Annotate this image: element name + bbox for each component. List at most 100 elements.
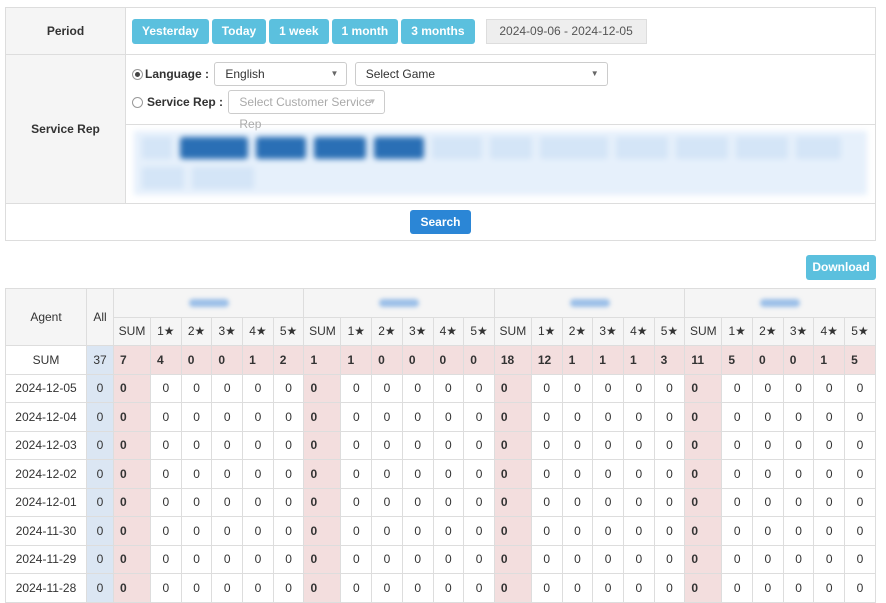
group-sum-cell: 0 xyxy=(684,487,723,517)
agent-chip[interactable] xyxy=(256,137,306,159)
all-cell: 0 xyxy=(86,573,114,603)
sub-header: SUM xyxy=(303,316,342,346)
agent-chip[interactable] xyxy=(142,167,184,189)
agent-chip[interactable] xyxy=(616,137,668,159)
table-row: 2024-12-01 0 0 0 0 0 0 0 0 0 0 0 0 0 0 0 0 0 0 0 0 0 0 0 0 0 xyxy=(5,487,876,517)
star-count-cell: 0 xyxy=(371,487,403,517)
agent-chip[interactable] xyxy=(192,167,254,189)
sub-header: 1★ xyxy=(530,316,563,346)
agent-chip[interactable] xyxy=(736,137,788,159)
sub-header: 2★ xyxy=(561,316,594,346)
star-count-cell: 0 xyxy=(813,459,846,489)
sum-cell: 4 xyxy=(150,345,182,375)
date-cell: 2024-12-04 xyxy=(5,402,87,432)
star-count-cell: 0 xyxy=(844,402,876,432)
agent-chip[interactable] xyxy=(432,137,482,159)
group-sum-cell: 0 xyxy=(113,544,151,574)
star-count-cell: 0 xyxy=(592,459,624,489)
date-cell: 2024-12-05 xyxy=(5,373,87,403)
star-count-cell: 0 xyxy=(530,573,563,603)
star-count-cell: 0 xyxy=(340,430,373,460)
sum-cell: 18 xyxy=(493,345,532,375)
star-count-cell: 0 xyxy=(752,459,784,489)
sum-cell: 1 xyxy=(592,345,624,375)
star-count-cell: 0 xyxy=(463,573,495,603)
sum-cell: 0 xyxy=(782,345,815,375)
sum-cell: 7 xyxy=(113,345,151,375)
language-select[interactable]: English ▼ xyxy=(214,62,348,86)
agent-chip[interactable] xyxy=(180,137,248,159)
star-count-cell: 0 xyxy=(622,516,655,546)
star-count-cell: 0 xyxy=(463,544,495,574)
star-count-cell: 0 xyxy=(401,402,434,432)
star-count-cell: 0 xyxy=(242,373,274,403)
sub-header: 1★ xyxy=(340,316,373,346)
table-row: 2024-12-04 0 0 0 0 0 0 0 0 0 0 0 0 0 0 0 0 0 0 0 0 0 0 0 0 0 xyxy=(5,402,876,432)
star-count-cell: 0 xyxy=(401,487,434,517)
period-label: Period xyxy=(5,7,126,55)
star-count-cell: 0 xyxy=(530,430,563,460)
group-sum-cell: 0 xyxy=(684,516,723,546)
agent-chip[interactable] xyxy=(374,137,424,159)
star-count-cell: 0 xyxy=(211,373,244,403)
star-count-cell: 0 xyxy=(401,573,434,603)
agent-chip[interactable] xyxy=(540,137,608,159)
sub-header: SUM xyxy=(493,316,532,346)
search-button[interactable]: Search xyxy=(410,210,471,234)
sub-header: SUM xyxy=(113,316,151,346)
language-radio[interactable] xyxy=(132,68,143,80)
agent-chip[interactable] xyxy=(142,137,172,159)
star-count-cell: 0 xyxy=(592,544,624,574)
star-count-cell: 0 xyxy=(272,544,305,574)
yesterday-button[interactable]: Yesterday xyxy=(132,18,209,44)
group-sum-cell: 0 xyxy=(493,573,532,603)
star-count-cell: 0 xyxy=(242,487,274,517)
today-button[interactable]: Today xyxy=(211,18,267,44)
sub-header: SUM xyxy=(684,316,723,346)
star-count-cell: 0 xyxy=(592,402,624,432)
sub-header: 5★ xyxy=(653,316,686,346)
group-sum-cell: 0 xyxy=(113,459,151,489)
agent-chip[interactable] xyxy=(314,137,366,159)
group-sum-cell: 0 xyxy=(113,373,151,403)
agent-chip[interactable] xyxy=(676,137,728,159)
star-count-cell: 0 xyxy=(813,373,846,403)
sub-header: 3★ xyxy=(211,316,244,346)
sum-cell: 1 xyxy=(242,345,274,375)
star-count-cell: 0 xyxy=(211,487,244,517)
agent-chip[interactable] xyxy=(490,137,532,159)
sub-header: 3★ xyxy=(401,316,434,346)
star-count-cell: 0 xyxy=(721,430,753,460)
star-count-cell: 0 xyxy=(272,430,305,460)
agent-chip[interactable] xyxy=(796,137,841,159)
1-week-button[interactable]: 1 week xyxy=(269,18,329,44)
group-header xyxy=(112,288,305,318)
star-count-cell: 0 xyxy=(340,373,373,403)
star-count-cell: 0 xyxy=(592,487,624,517)
star-count-cell: 0 xyxy=(150,459,182,489)
star-count-cell: 0 xyxy=(340,516,373,546)
service-rep-radio[interactable] xyxy=(132,96,143,108)
star-count-cell: 0 xyxy=(150,373,182,403)
group-sum-cell: 0 xyxy=(303,459,342,489)
star-count-cell: 0 xyxy=(592,373,624,403)
star-count-cell: 0 xyxy=(180,487,213,517)
3-months-button[interactable]: 3 months xyxy=(401,18,475,44)
sub-header: 3★ xyxy=(592,316,624,346)
download-button[interactable]: Download xyxy=(806,255,876,280)
1-month-button[interactable]: 1 month xyxy=(331,18,399,44)
star-count-cell: 0 xyxy=(530,516,563,546)
star-count-cell: 0 xyxy=(844,430,876,460)
star-count-cell: 0 xyxy=(530,459,563,489)
group-sum-cell: 0 xyxy=(493,487,532,517)
game-select[interactable]: Select Game ▼ xyxy=(354,62,608,86)
star-count-cell: 0 xyxy=(844,373,876,403)
star-count-cell: 0 xyxy=(272,373,305,403)
star-count-cell: 0 xyxy=(180,402,213,432)
service-rep-select[interactable]: Select Customer Service Rep ▼ xyxy=(228,90,386,131)
table-row: 2024-11-28 0 0 0 0 0 0 0 0 0 0 0 0 0 0 0 0 0 0 0 0 0 0 0 0 0 xyxy=(5,573,876,603)
star-count-cell: 0 xyxy=(622,487,655,517)
date-range-input[interactable]: 2024-09-06 - 2024-12-05 xyxy=(485,18,647,44)
sum-cell: 0 xyxy=(371,345,403,375)
star-count-cell: 0 xyxy=(463,487,495,517)
